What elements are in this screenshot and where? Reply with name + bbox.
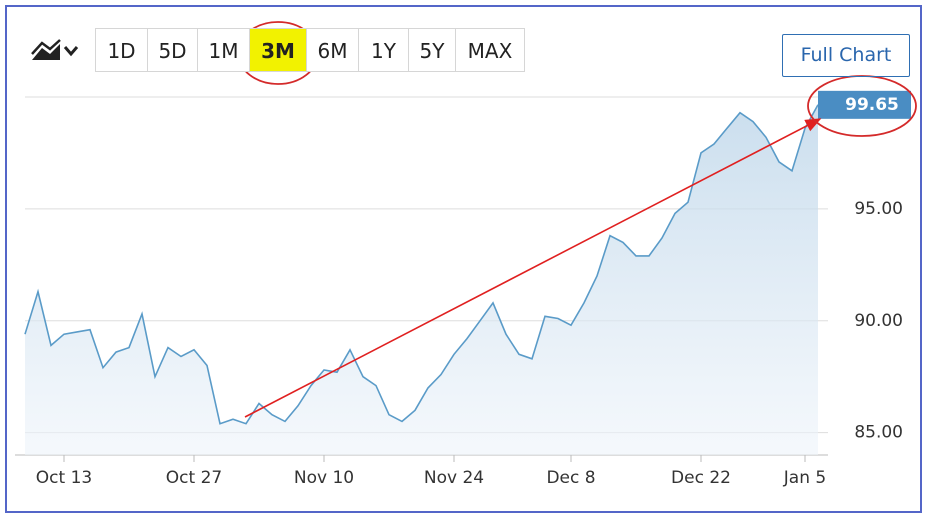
range-button[interactable]: MAX	[455, 28, 525, 72]
y-tick-label: 85.00	[854, 423, 903, 443]
x-tick-label: Dec 8	[546, 468, 595, 488]
x-tick-label: Nov 10	[294, 468, 354, 488]
x-tick-label: Jan 5	[783, 468, 826, 488]
range-button[interactable]: 1M	[197, 28, 250, 72]
annotation-arrow	[244, 118, 822, 418]
range-button[interactable]: 3M	[249, 28, 307, 72]
last-price-label: 99.65	[845, 95, 899, 115]
range-button[interactable]: 1D	[95, 28, 148, 72]
full-chart-button[interactable]: Full Chart	[782, 34, 910, 77]
x-tick-label: Oct 27	[166, 468, 222, 488]
range-button[interactable]: 6M	[306, 28, 359, 72]
x-tick-label: Dec 22	[671, 468, 731, 488]
plot: 85.00 90.00 95.00 Oct 13 Oct 27 Nov 10 Nov 24 D…	[15, 90, 911, 488]
area-fill	[25, 104, 818, 456]
range-button[interactable]: 5Y	[408, 28, 456, 72]
y-tick-label: 90.00	[854, 311, 903, 331]
x-tick-label: Oct 13	[36, 468, 92, 488]
y-tick-label: 95.00	[854, 199, 903, 219]
x-tick-label: Nov 24	[424, 468, 484, 488]
range-button[interactable]: 1Y	[358, 28, 409, 72]
chart-type-icon[interactable]	[31, 39, 79, 60]
last-price-badge	[818, 90, 911, 119]
range-button[interactable]: 5D	[147, 28, 198, 72]
price-line	[24, 104, 819, 425]
frame	[5, 5, 922, 513]
